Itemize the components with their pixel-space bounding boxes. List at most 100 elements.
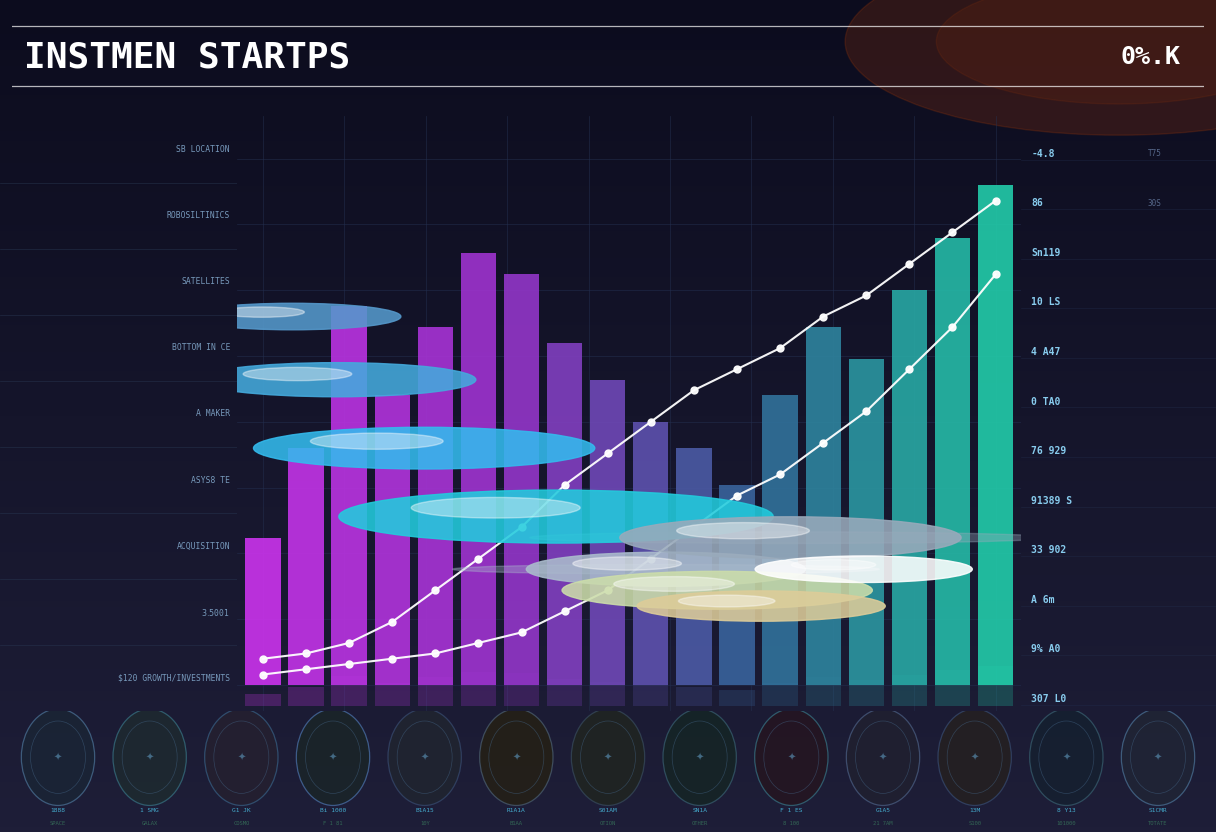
Text: 10Y: 10Y xyxy=(420,821,429,826)
Bar xyxy=(891,290,927,685)
Circle shape xyxy=(388,709,461,805)
Text: T75: T75 xyxy=(1148,149,1161,158)
Text: OTHER: OTHER xyxy=(692,821,708,826)
Text: ✦: ✦ xyxy=(1063,752,1070,762)
Text: 91389 S: 91389 S xyxy=(1031,496,1073,506)
Text: SATELLITES: SATELLITES xyxy=(181,277,230,286)
Text: INSTMEN STARTPS: INSTMEN STARTPS xyxy=(24,40,350,74)
Bar xyxy=(935,238,970,685)
Circle shape xyxy=(220,307,304,317)
Text: F 1 ES: F 1 ES xyxy=(781,808,803,813)
Text: 76 929: 76 929 xyxy=(1031,446,1066,456)
Circle shape xyxy=(620,517,961,558)
Text: ACQUISITION: ACQUISITION xyxy=(176,542,230,551)
Text: 307 L0: 307 L0 xyxy=(1031,694,1066,704)
Circle shape xyxy=(411,498,580,518)
Circle shape xyxy=(637,591,885,622)
Text: B1AA: B1AA xyxy=(510,821,523,826)
Text: ✦: ✦ xyxy=(970,752,979,762)
Bar xyxy=(547,679,582,706)
Text: B1A15: B1A15 xyxy=(416,808,434,813)
Text: ✦: ✦ xyxy=(512,752,520,762)
Bar xyxy=(978,185,1013,685)
Circle shape xyxy=(938,709,1012,805)
Bar xyxy=(676,687,711,706)
Text: G1 JK: G1 JK xyxy=(232,808,250,813)
Bar xyxy=(720,690,755,706)
Bar xyxy=(676,448,711,685)
Text: S100: S100 xyxy=(968,821,981,826)
Bar xyxy=(375,395,410,685)
Bar xyxy=(935,671,970,706)
Text: 1888: 1888 xyxy=(51,808,66,813)
Text: $120 GROWTH/INVESTMENTS: $120 GROWTH/INVESTMENTS xyxy=(118,674,230,683)
Circle shape xyxy=(573,557,681,570)
Text: G1A5: G1A5 xyxy=(876,808,890,813)
Circle shape xyxy=(297,709,370,805)
Bar xyxy=(978,666,1013,706)
Text: $3.5 $001: $3.5 $001 xyxy=(202,607,230,617)
Bar xyxy=(503,673,539,706)
Text: Sn119: Sn119 xyxy=(1031,248,1060,258)
Bar xyxy=(805,327,841,685)
Text: S01AM: S01AM xyxy=(598,808,618,813)
Circle shape xyxy=(197,363,475,397)
Text: 0%.K: 0%.K xyxy=(1120,45,1180,69)
Bar xyxy=(246,537,281,685)
Text: ✦: ✦ xyxy=(54,752,62,762)
Circle shape xyxy=(339,490,773,543)
Circle shape xyxy=(253,428,595,469)
Circle shape xyxy=(792,560,876,570)
Text: 86: 86 xyxy=(1031,198,1043,208)
Text: 8 Y13: 8 Y13 xyxy=(1057,808,1076,813)
Text: ASYS8 TE: ASYS8 TE xyxy=(191,476,230,484)
Text: ✦: ✦ xyxy=(237,752,246,762)
Circle shape xyxy=(614,577,734,592)
Circle shape xyxy=(846,709,919,805)
Text: ✦: ✦ xyxy=(1154,752,1162,762)
Text: ✦: ✦ xyxy=(604,752,612,762)
Circle shape xyxy=(113,709,186,805)
Text: 101000: 101000 xyxy=(1057,821,1076,826)
Text: SPACE: SPACE xyxy=(50,821,66,826)
Bar xyxy=(288,687,323,706)
Text: 30S: 30S xyxy=(1148,199,1161,208)
Text: S1CMR: S1CMR xyxy=(1149,808,1167,813)
Text: BOTTOM IN CE: BOTTOM IN CE xyxy=(171,344,230,352)
Text: GALAX: GALAX xyxy=(141,821,158,826)
Bar xyxy=(849,359,884,685)
Circle shape xyxy=(572,709,644,805)
Text: ROBOSILTINICS: ROBOSILTINICS xyxy=(167,211,230,220)
Ellipse shape xyxy=(845,0,1216,135)
Circle shape xyxy=(184,303,401,329)
Text: COSMO: COSMO xyxy=(233,821,249,826)
Circle shape xyxy=(22,709,95,805)
Circle shape xyxy=(204,709,278,805)
Bar xyxy=(461,254,496,685)
Text: 0 TA0: 0 TA0 xyxy=(1031,397,1060,407)
Text: 10 LS: 10 LS xyxy=(1031,297,1060,307)
Text: F 1 81: F 1 81 xyxy=(323,821,343,826)
Bar xyxy=(720,485,755,685)
Bar xyxy=(891,675,927,706)
Text: ✦: ✦ xyxy=(421,752,429,762)
Text: -4.8: -4.8 xyxy=(1031,149,1054,159)
Text: OTION: OTION xyxy=(599,821,617,826)
Circle shape xyxy=(479,709,553,805)
Ellipse shape xyxy=(530,532,1051,543)
Text: 33 902: 33 902 xyxy=(1031,545,1066,555)
Circle shape xyxy=(1030,709,1103,805)
Bar xyxy=(246,694,281,706)
Circle shape xyxy=(663,709,737,805)
Bar xyxy=(417,327,454,685)
Circle shape xyxy=(676,522,810,539)
Text: 8 100: 8 100 xyxy=(783,821,799,826)
Text: R1A1A: R1A1A xyxy=(507,808,525,813)
Text: A MAKER: A MAKER xyxy=(196,409,230,418)
Bar xyxy=(332,676,367,706)
Text: ✦: ✦ xyxy=(787,752,795,762)
Bar xyxy=(547,343,582,685)
Bar xyxy=(288,448,323,685)
Text: ✦: ✦ xyxy=(146,752,153,762)
Text: ✦: ✦ xyxy=(696,752,704,762)
